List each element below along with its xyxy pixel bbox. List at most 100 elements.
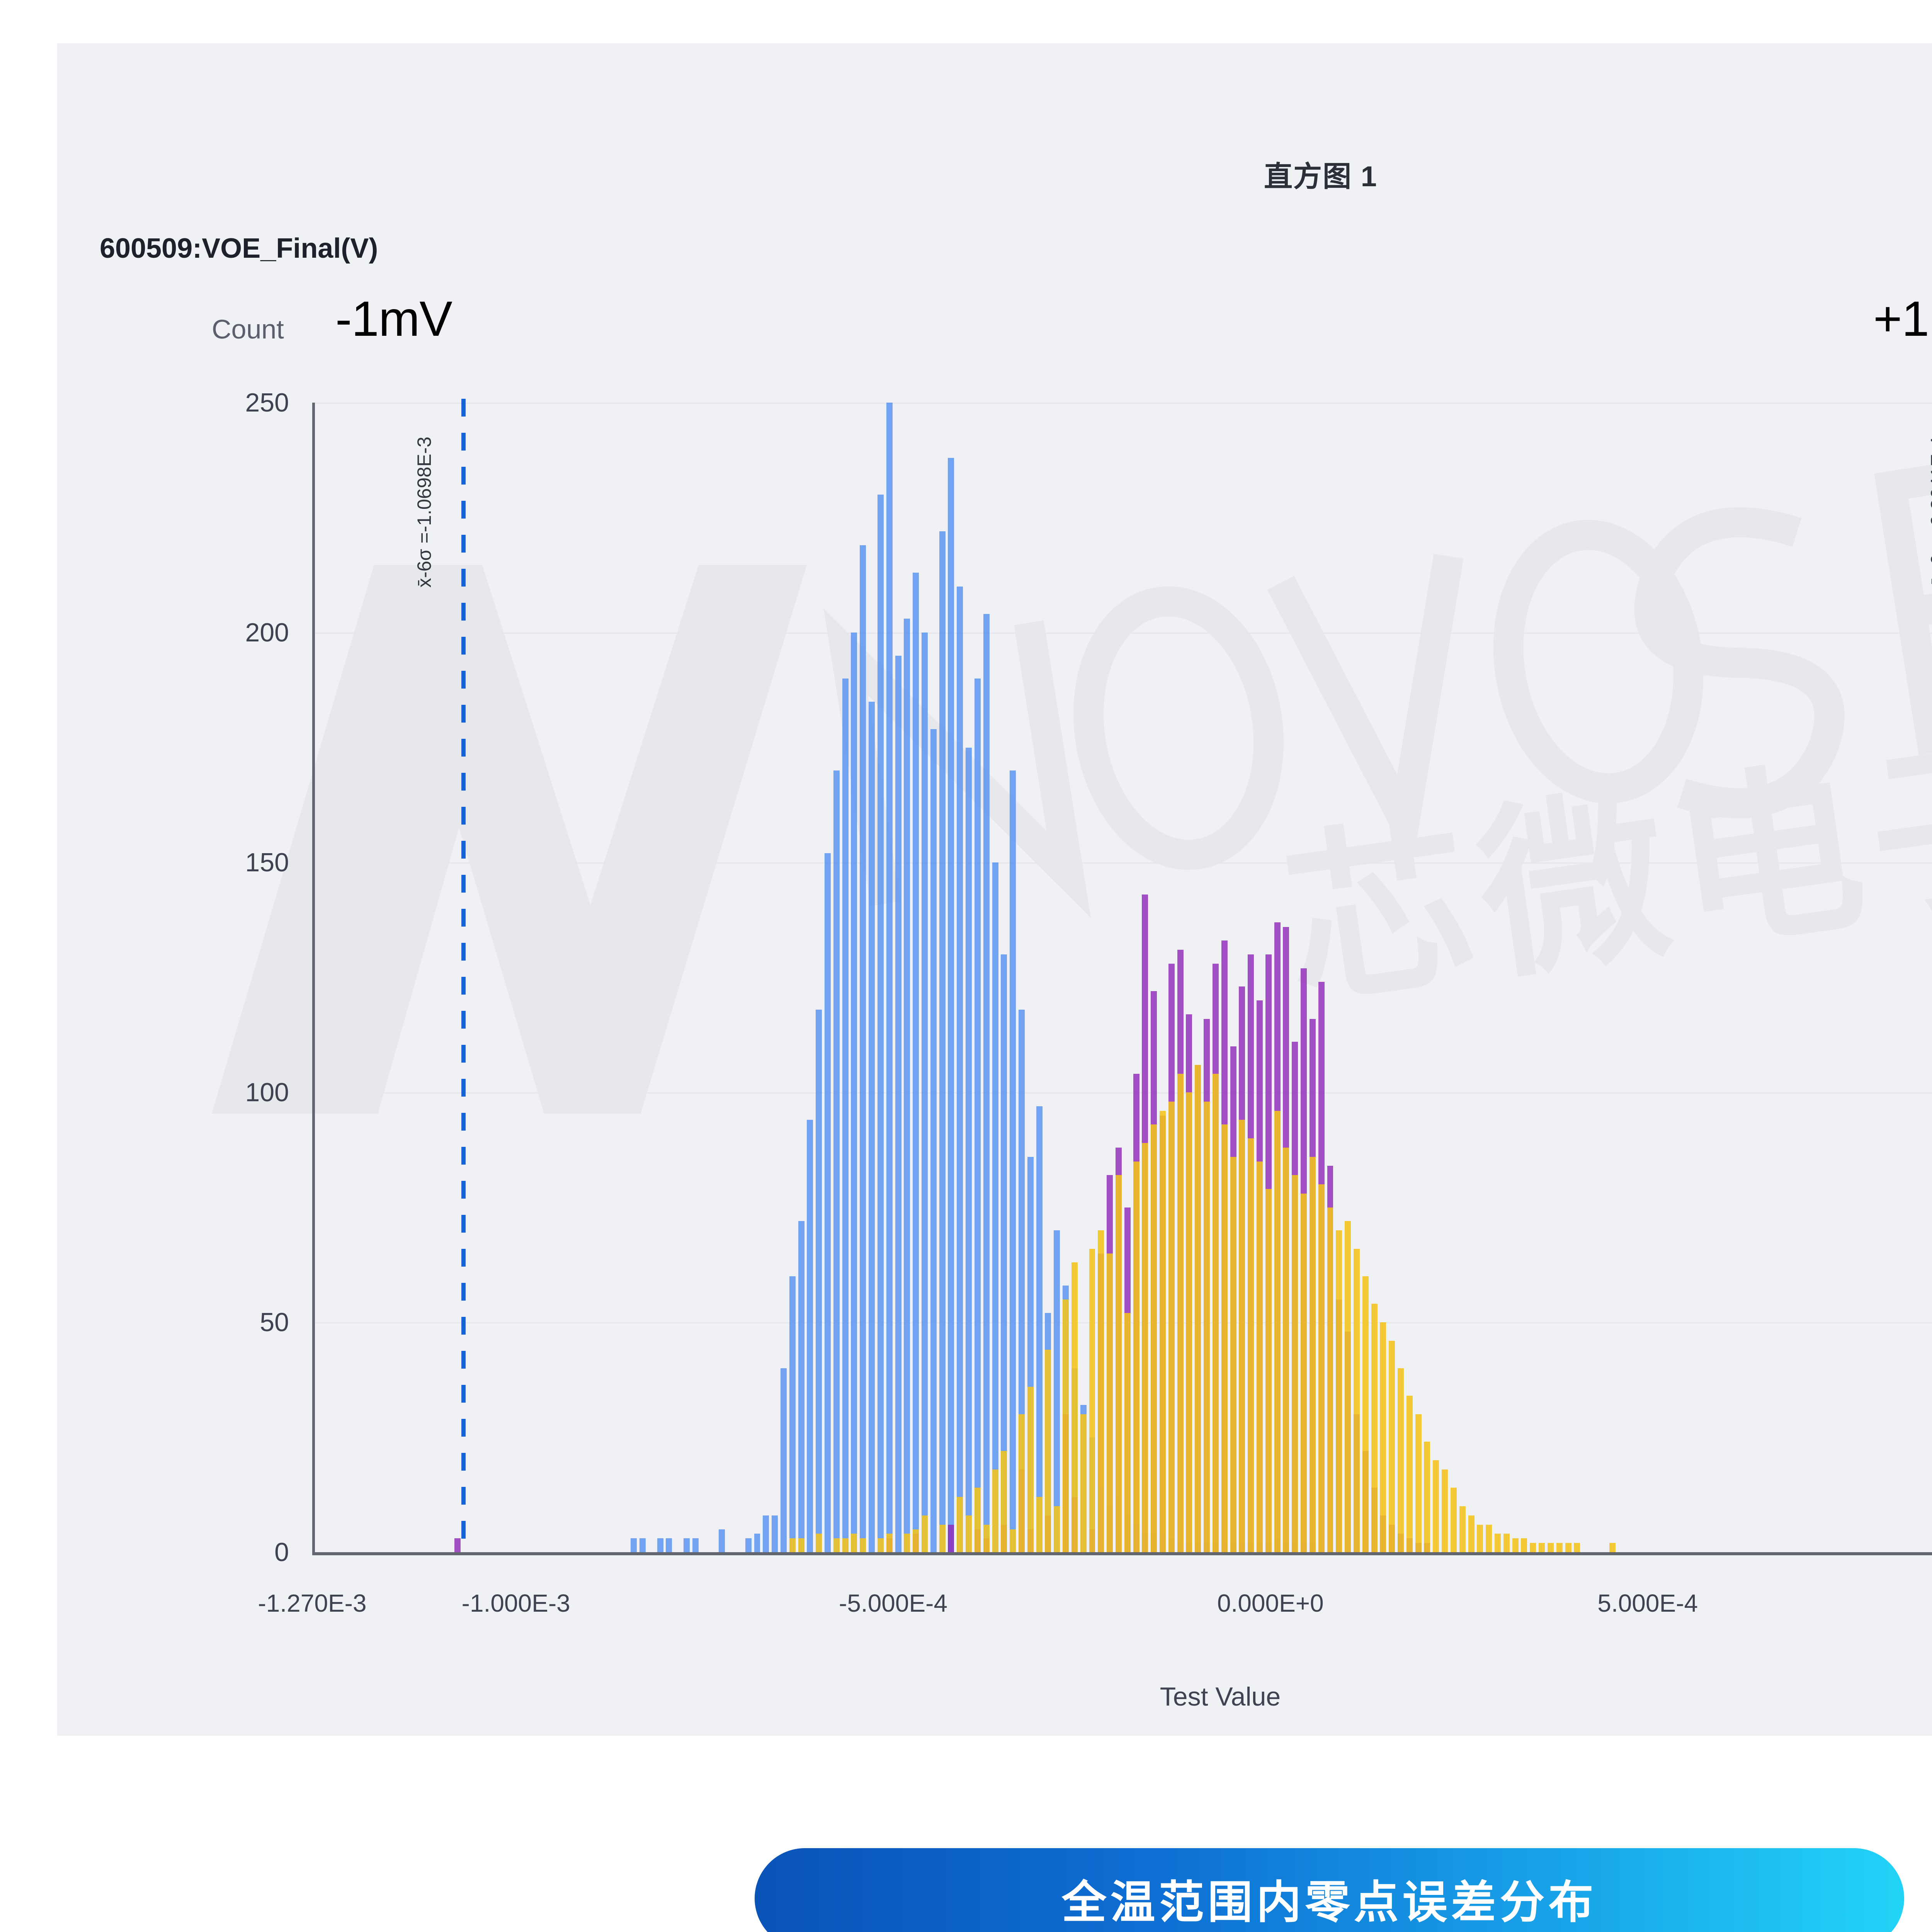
histogram-bar: [1010, 1529, 1016, 1552]
histogram-bar: [692, 1538, 699, 1552]
histogram-bar: [1010, 770, 1016, 1552]
histogram-bar: [966, 1515, 972, 1552]
y-axis-tick-label: 0: [274, 1537, 289, 1567]
histogram-bar: [939, 1524, 946, 1552]
y-axis-title: Count: [212, 314, 284, 344]
histogram-bar: [807, 1120, 813, 1552]
histogram-bar: [1415, 1414, 1422, 1552]
histogram-bar: [754, 1534, 760, 1552]
histogram-bar: [860, 1538, 866, 1552]
histogram-bar: [745, 1538, 752, 1552]
histogram-bar: [1239, 1120, 1245, 1552]
histogram-bar: [957, 587, 963, 1552]
histogram-bar: [1362, 1276, 1369, 1552]
histogram-bar: [639, 1538, 646, 1552]
histogram-bar: [833, 770, 840, 1552]
histogram-bar: [1168, 1101, 1175, 1552]
histogram-bar: [798, 1538, 804, 1552]
sigma-reference-line-lower: [461, 399, 466, 1554]
histogram-bars: [312, 403, 1932, 1552]
histogram-bar: [1230, 1156, 1236, 1552]
x-axis-tick-label: -1.270E-3: [258, 1589, 367, 1617]
histogram-bar: [1177, 1074, 1184, 1552]
chart-title: 直方图 1: [1264, 160, 1378, 192]
histogram-bar: [1283, 1147, 1289, 1552]
histogram-bar: [913, 1529, 919, 1552]
annotation-plus-1mv: +1mV: [1873, 291, 1932, 347]
y-axis-tick-label: 100: [245, 1078, 289, 1107]
histogram-bar: [1054, 1506, 1060, 1552]
histogram-bar: [904, 1534, 910, 1552]
x-axis-tick-label: 5.000E-4: [1597, 1589, 1698, 1617]
histogram-bar: [1547, 1543, 1554, 1552]
histogram-bar: [1512, 1538, 1519, 1552]
histogram-bar: [719, 1529, 725, 1552]
y-axis-line: [312, 403, 315, 1552]
histogram-bar: [1503, 1534, 1510, 1552]
histogram-bar: [930, 729, 937, 1552]
gridline: [312, 1322, 1932, 1323]
histogram-bar: [1001, 1451, 1007, 1552]
histogram-bar: [683, 1538, 690, 1552]
histogram-bar: [1001, 954, 1007, 1552]
histogram-bar: [877, 495, 884, 1552]
histogram-bar: [454, 1538, 461, 1552]
x-axis-title: Test Value: [1160, 1682, 1281, 1711]
histogram-bar: [1036, 1106, 1043, 1552]
histogram-bar: [992, 862, 998, 1552]
histogram-bar: [1318, 1184, 1325, 1552]
histogram-bar: [1274, 1111, 1281, 1552]
gridline: [312, 1092, 1932, 1094]
histogram-bar: [1142, 1143, 1148, 1552]
histogram-bar: [631, 1538, 637, 1552]
histogram-bar: [913, 573, 919, 1552]
histogram-bar: [1027, 1386, 1034, 1552]
histogram-bar: [1442, 1469, 1448, 1552]
histogram-bar: [763, 1515, 769, 1552]
histogram-bar: [1309, 1156, 1316, 1552]
histogram-bar: [1257, 1161, 1263, 1552]
histogram-bar: [1151, 1124, 1157, 1552]
histogram-bar: [816, 1009, 822, 1552]
histogram-bar: [1063, 1299, 1069, 1552]
histogram-bar: [948, 457, 954, 1552]
annotation-minus-1mv: -1mV: [335, 291, 452, 347]
histogram-bar: [1371, 1304, 1378, 1552]
x-axis-tick-label: -5.000E-4: [839, 1589, 948, 1617]
histogram-bar: [1565, 1543, 1571, 1552]
histogram-bar: [1195, 1065, 1201, 1552]
histogram-bar: [992, 1469, 998, 1552]
histogram-bar: [886, 403, 893, 1552]
histogram-bar: [789, 1538, 796, 1552]
histogram-bar: [1468, 1515, 1475, 1552]
histogram-bar: [1054, 1230, 1060, 1552]
histogram-bar: [1433, 1460, 1439, 1552]
histogram-bar: [1265, 1189, 1272, 1552]
histogram-bar: [833, 1538, 840, 1552]
histogram-bar: [1160, 1111, 1166, 1552]
y-axis-tick-label: 50: [260, 1308, 289, 1337]
plot-area: x̄-6σ =-1.0698E-3 x̄+6σ =9.3641E-4 0 50 100…: [245, 388, 1932, 1711]
histogram-bar: [1495, 1534, 1501, 1552]
histogram-bar: [1530, 1543, 1536, 1552]
histogram-bar: [895, 655, 901, 1552]
histogram-bar: [1248, 1138, 1254, 1552]
x-axis-line: [312, 1552, 1932, 1555]
histogram-bar: [957, 1497, 963, 1552]
histogram-bar: [1398, 1368, 1404, 1552]
sigma-label-lower: x̄-6σ =-1.0698E-3: [413, 437, 435, 588]
histogram-bar: [772, 1515, 778, 1552]
histogram-bar: [1107, 1253, 1113, 1552]
histogram-bar: [1036, 1497, 1043, 1552]
histogram-bar: [1045, 1350, 1051, 1552]
caption-button[interactable]: 全温范围内零点误差分布: [755, 1848, 1904, 1932]
histogram-bar: [657, 1538, 663, 1552]
histogram-bar: [798, 1221, 804, 1552]
histogram-bar: [974, 679, 981, 1552]
histogram-bar: [851, 1534, 857, 1552]
sigma-label-upper: x̄+6σ =9.3641E-4: [1927, 437, 1932, 586]
histogram-bar: [851, 633, 857, 1552]
histogram-bar: [1521, 1538, 1527, 1552]
x-axis-tick-label: -1.000E-3: [461, 1589, 570, 1617]
histogram-bar: [1018, 1414, 1025, 1552]
